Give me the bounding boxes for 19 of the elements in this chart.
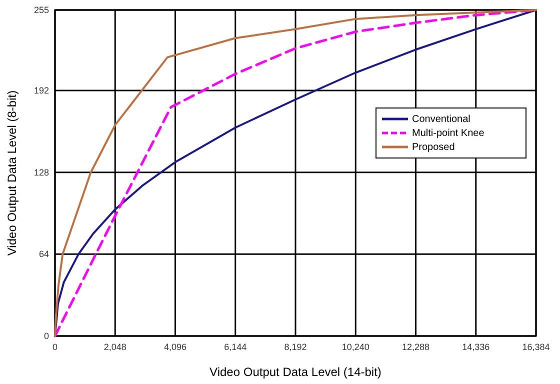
y-tick-label: 255 [34, 5, 49, 15]
x-tick-label: 6,144 [224, 342, 247, 352]
x-axis-title: Video Output Data Level (14-bit) [210, 365, 382, 379]
y-tick-label: 192 [34, 86, 49, 96]
y-tick-label: 64 [38, 249, 49, 260]
x-tick-label: 16,384 [522, 342, 550, 352]
x-tick-label: 12,288 [402, 342, 430, 352]
y-tick-label: 0 [44, 331, 49, 341]
x-tick-label: 4,096 [164, 342, 187, 352]
x-tick-label: 14,336 [462, 342, 490, 352]
y-tick-label: 128 [34, 167, 49, 178]
x-tick-label: 8,192 [284, 342, 307, 352]
x-tick-label: 10,240 [342, 342, 370, 352]
x-tick-label: 2,048 [104, 342, 126, 352]
y-axis-title: Video Output Data Level (8-bit) [5, 90, 19, 256]
legend-label: Multi-point Knee [412, 128, 485, 139]
legend-label: Conventional [412, 114, 470, 125]
legend-label: Proposed [412, 142, 455, 153]
x-tick-label: 0 [52, 342, 58, 352]
